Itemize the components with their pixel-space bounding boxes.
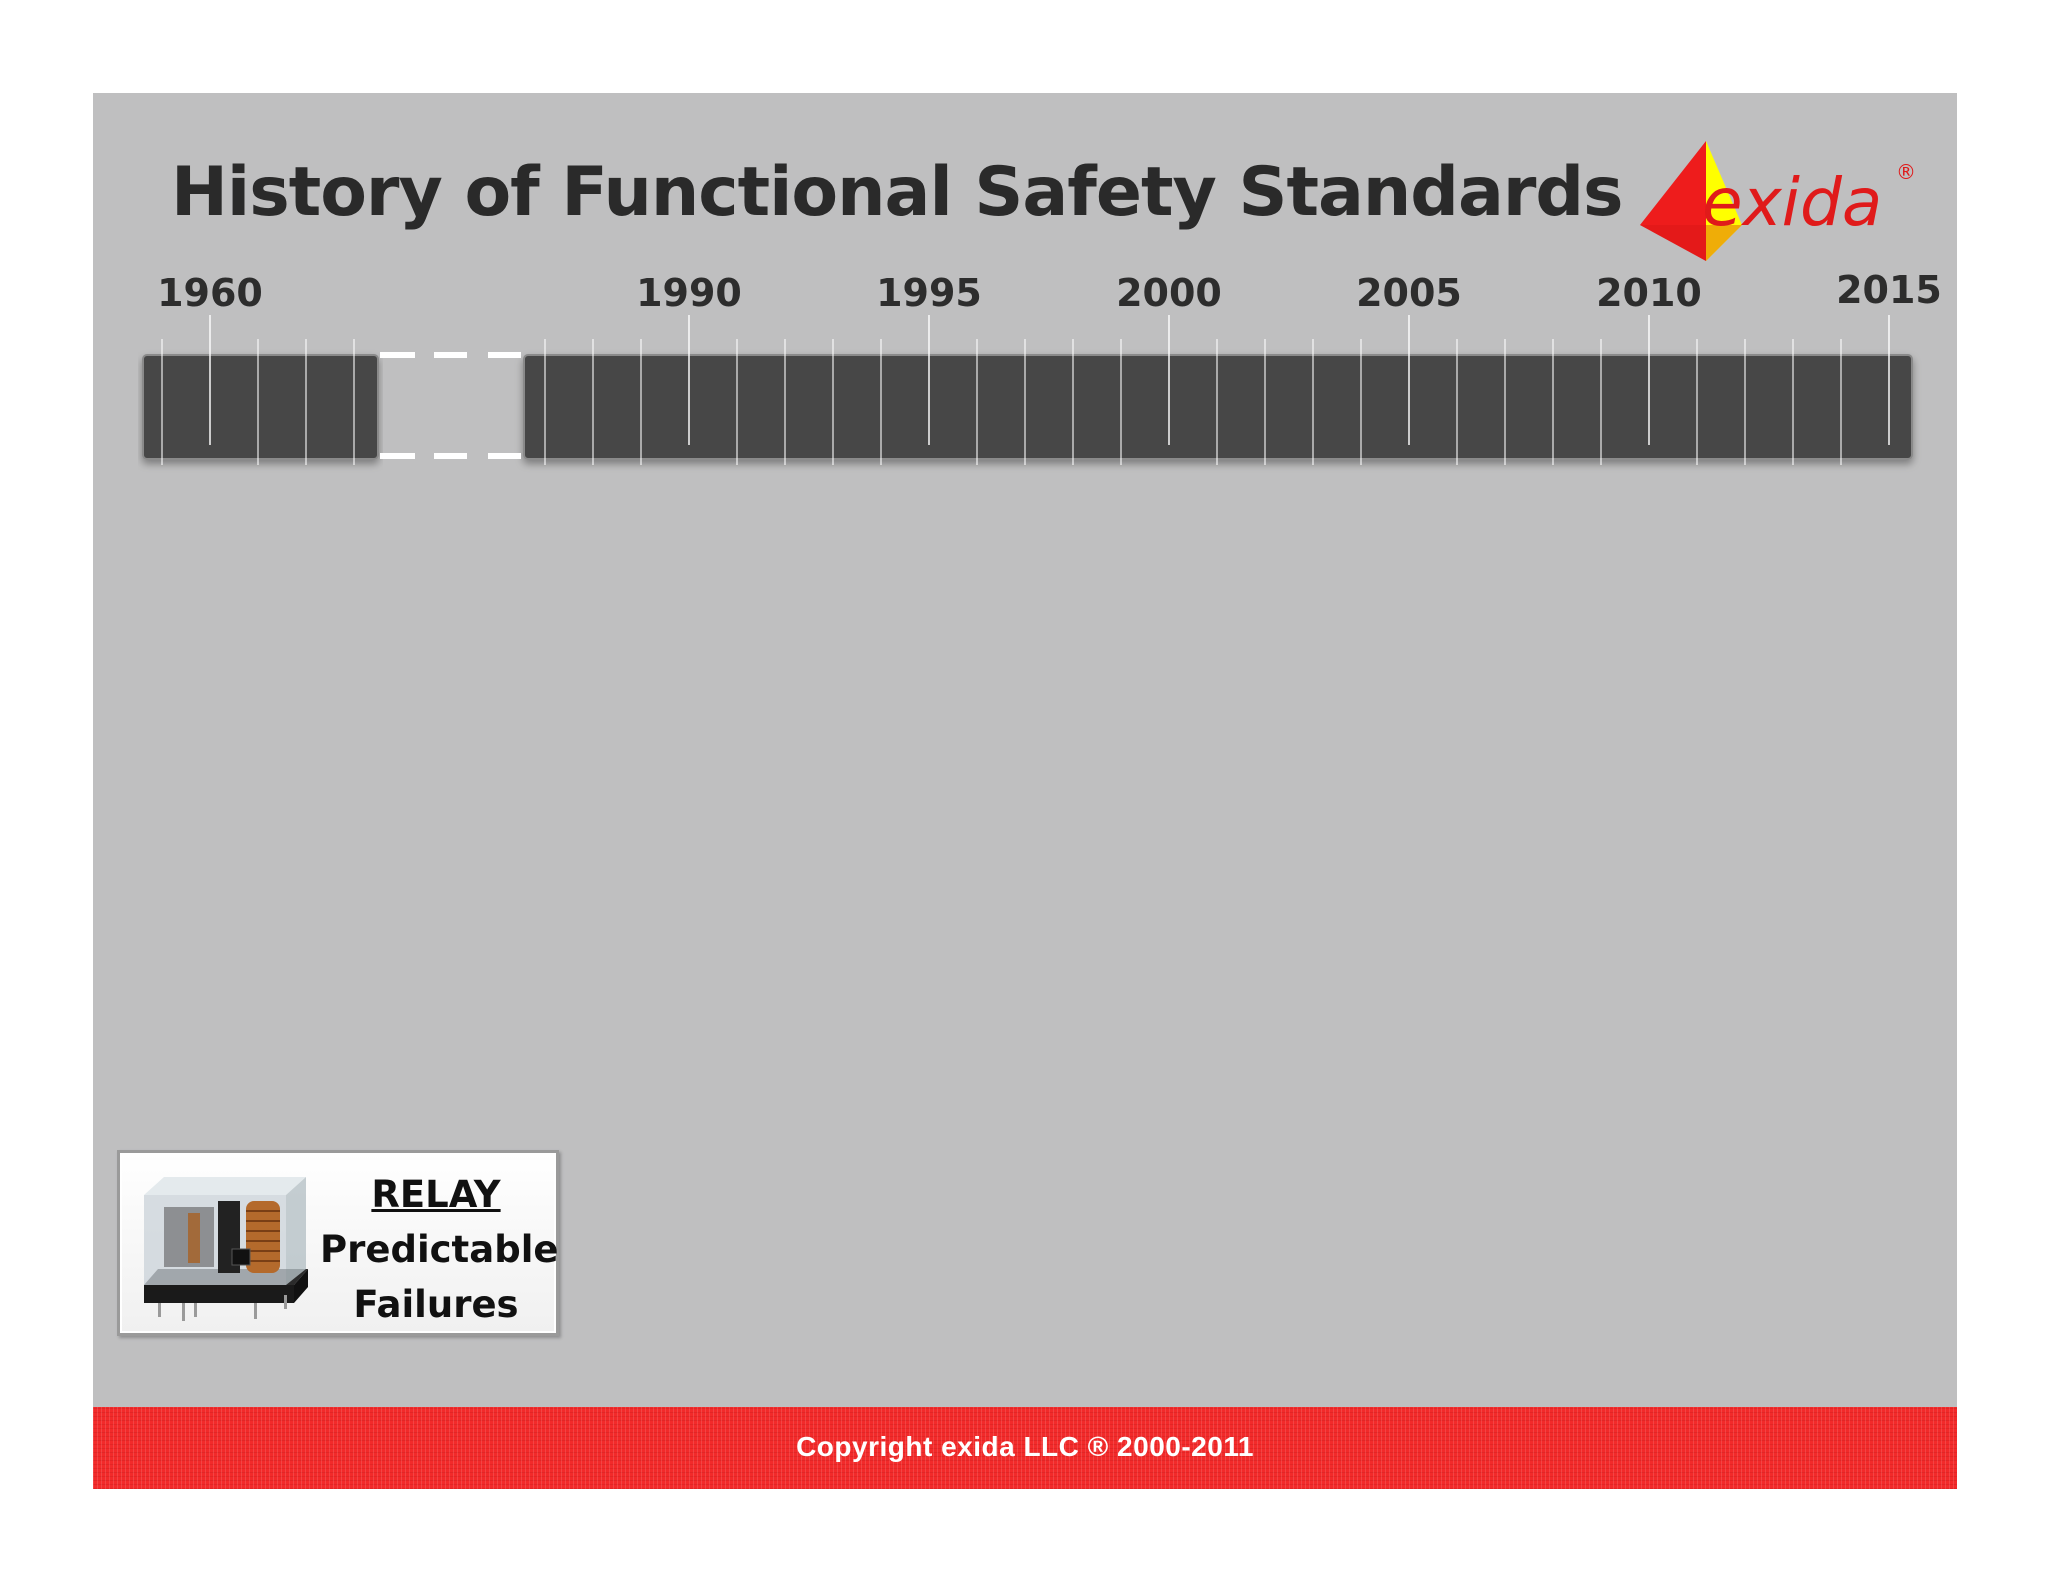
timeline-year-label: 2000 <box>1116 271 1222 315</box>
timeline-ticks <box>161 315 1890 465</box>
relay-heading: RELAY <box>371 1173 501 1216</box>
logo-wordmark: exida <box>1702 164 1882 241</box>
exida-logo: exida ® <box>1630 133 1930 283</box>
registered-mark: ® <box>1896 160 1916 184</box>
timeline-year-label: 1995 <box>876 271 982 315</box>
exida-logo-icon: exida ® <box>1640 141 1916 261</box>
timeline: 1960 1990 1995 2000 2005 2010 2015 <box>93 93 1957 553</box>
relay-description: RELAY Predictable Failures <box>320 1167 559 1332</box>
timeline-year-label: 1990 <box>636 271 742 315</box>
relay-component-icon <box>136 1167 316 1327</box>
timeline-bar-recent <box>523 354 1913 460</box>
page-title: History of Functional Safety Standards <box>171 153 1624 232</box>
timeline-bar-early <box>142 354 379 460</box>
timeline-gap <box>380 352 521 459</box>
relay-callout: RELAY Predictable Failures <box>117 1150 559 1336</box>
footer-bar: Copyright exida LLC ® 2000-2011 <box>93 1407 1957 1489</box>
timeline-year-label: 1960 <box>157 271 263 315</box>
timeline-year-label: 2005 <box>1356 271 1462 315</box>
timeline-graphic: 1960 1990 1995 2000 2005 2010 2015 <box>142 268 1942 465</box>
slide: History of Functional Safety Standards e… <box>93 93 1957 1489</box>
copyright-text: Copyright exida LLC ® 2000-2011 <box>796 1431 1254 1462</box>
relay-line-1: Predictable <box>320 1228 559 1271</box>
relay-line-2: Failures <box>353 1283 519 1326</box>
timeline-year-labels: 1960 1990 1995 2000 2005 2010 2015 <box>157 268 1942 315</box>
timeline-year-label: 2010 <box>1596 271 1702 315</box>
timeline-bars <box>142 354 1913 460</box>
timeline-year-label: 2015 <box>1836 268 1942 312</box>
